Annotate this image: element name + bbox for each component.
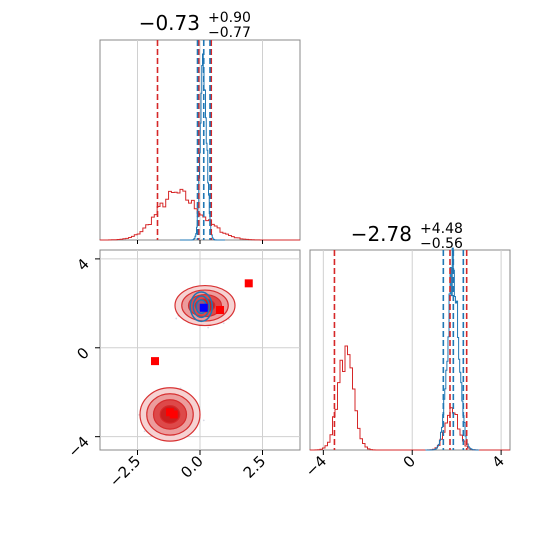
marker-red-0 — [151, 357, 159, 366]
title2-upper: +4.48 — [420, 221, 463, 237]
sample-point-0-13 — [143, 430, 146, 433]
title-param-1: −0.73 +0.90 −0.77 — [139, 10, 251, 41]
y-tick-p2-2-label: 4 — [73, 255, 92, 274]
top-hist-red — [99, 188, 300, 241]
marker-red-2 — [169, 410, 178, 419]
x-tick-p1-1-label: 0.0 — [177, 452, 207, 482]
sample-point-1-81 — [207, 326, 210, 329]
joint-density-panel — [99, 249, 301, 451]
sample-point-1-26 — [222, 322, 225, 325]
title1-upper: +0.90 — [208, 10, 251, 26]
y-tick-p2-0-label: −4 — [64, 433, 92, 461]
x-tick-p1-0-label: −2.5 — [106, 452, 144, 490]
right-frame — [309, 249, 511, 451]
y-tick-p2-1-label: 0 — [73, 344, 92, 363]
sample-point-1-113 — [175, 317, 178, 320]
marker-blue-0 — [199, 303, 208, 312]
x-tick-p1-2-label: 2.5 — [240, 452, 270, 482]
sample-point-0-52 — [202, 419, 205, 422]
title2-value: −2.78 — [351, 222, 412, 246]
marker-red-4 — [216, 306, 224, 314]
x-tick-p2-1-label: 0 — [400, 452, 419, 471]
marginal-histogram-param-2 — [309, 247, 511, 451]
contour-blue-0 — [189, 291, 213, 323]
contour-blue-1 — [192, 295, 210, 319]
right-hist-blue — [425, 247, 480, 451]
title-param-2: −2.78 +4.48 −0.56 — [351, 221, 463, 252]
title1-lower: −0.77 — [208, 25, 251, 41]
x-tick-p2-2-label: 4 — [488, 452, 507, 471]
marker-red-3 — [244, 279, 253, 288]
marginal-histogram-param-1 — [99, 39, 301, 241]
x-tick-p2-0-label: −4 — [302, 452, 330, 480]
title1-value: −0.73 — [139, 11, 200, 35]
